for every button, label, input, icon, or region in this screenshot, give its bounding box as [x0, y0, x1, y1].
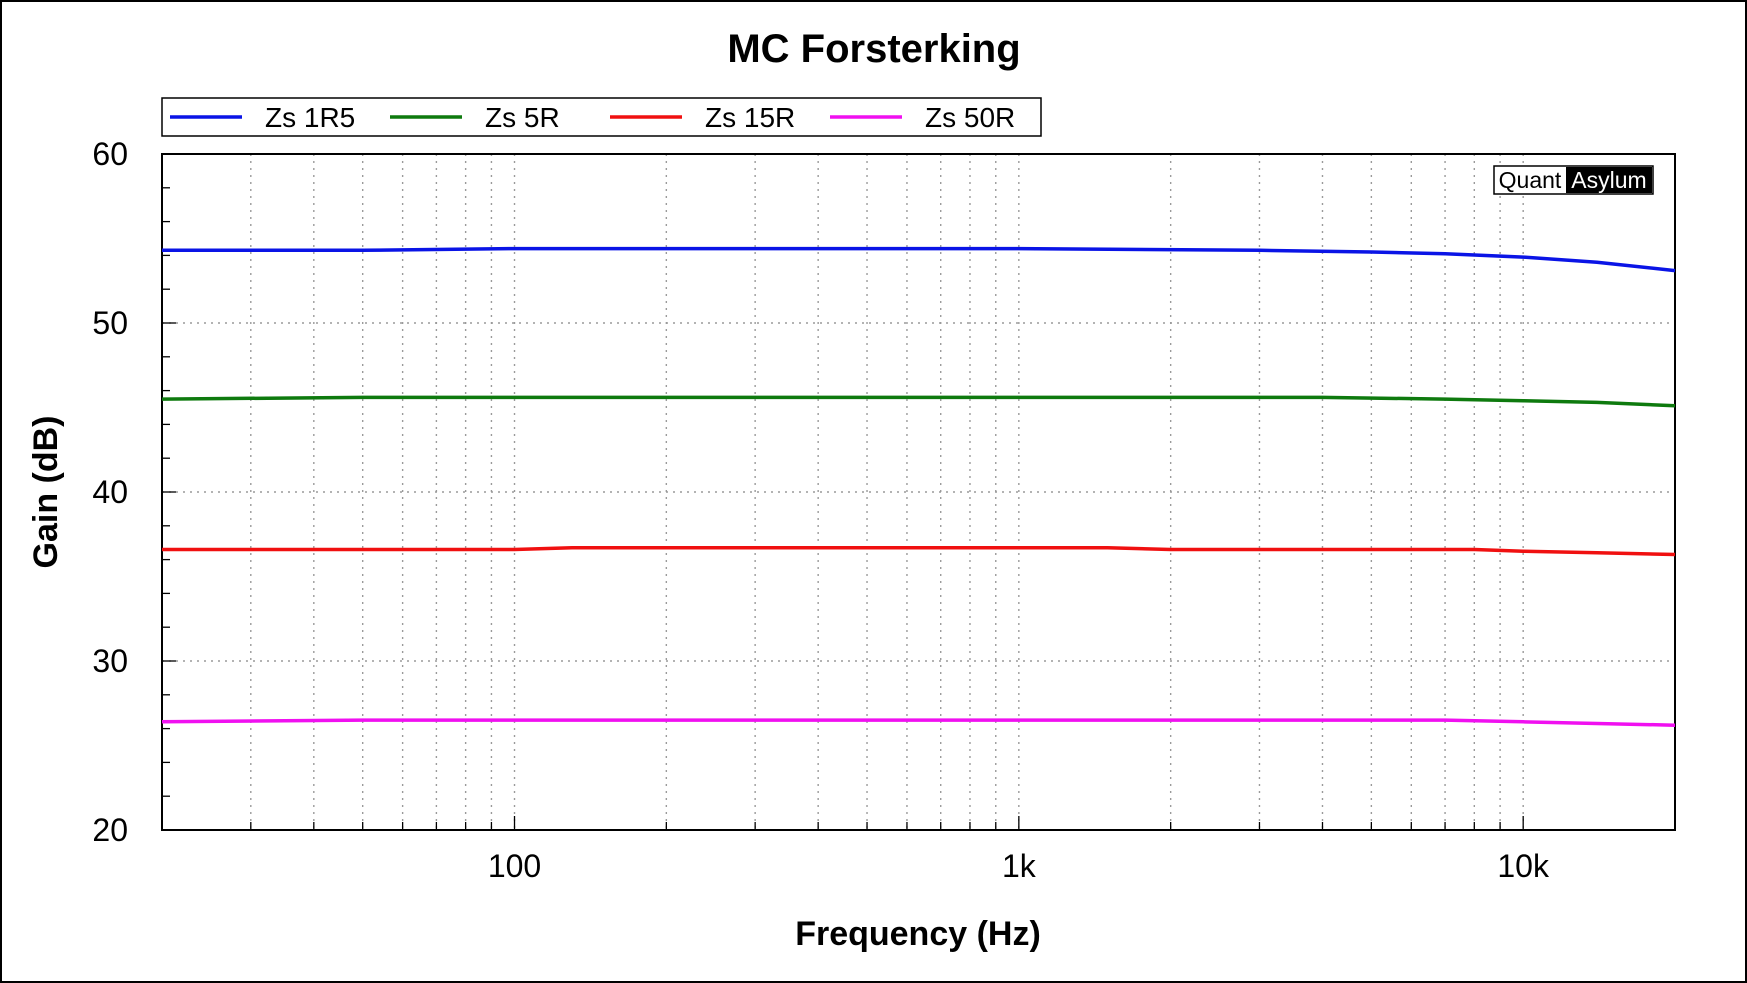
y-tick-label: 30 [92, 643, 128, 679]
series-line-3 [162, 546, 1676, 557]
y-axis-label: Gain (dB) [27, 416, 65, 569]
series-line-1 [162, 246, 1676, 273]
tick-layer: 100 1k 10k 20 30 40 50 60 [92, 136, 1550, 884]
series-line-4 [161, 718, 1676, 727]
y-tick-label: 50 [92, 305, 128, 341]
legend-label-2: Zs 5R [485, 102, 560, 133]
x-axis-label: Frequency (Hz) [795, 915, 1041, 953]
grid-layer [162, 154, 1675, 830]
x-tick-label: 10k [1497, 848, 1550, 884]
x-tick-label: 1k [1002, 848, 1037, 884]
legend: Zs 1R5 Zs 5R Zs 15R Zs 50R [161, 97, 1042, 137]
series-layer [161, 246, 1676, 727]
quantasylum-watermark: Quant Asylum [1493, 165, 1654, 195]
legend-label-3: Zs 15R [705, 102, 795, 133]
y-tick-label: 40 [92, 474, 128, 510]
legend-label-1: Zs 1R5 [265, 102, 355, 133]
x-tick-label: 100 [488, 848, 541, 884]
chart-title: MC Forsterking [727, 27, 1020, 71]
watermark-quant: Quant [1499, 167, 1562, 193]
y-tick-label: 60 [92, 136, 128, 172]
legend-label-4: Zs 50R [925, 102, 1015, 133]
watermark-asylum: Asylum [1571, 167, 1646, 193]
y-tick-label: 20 [92, 812, 128, 848]
series-line-2 [161, 395, 1676, 408]
